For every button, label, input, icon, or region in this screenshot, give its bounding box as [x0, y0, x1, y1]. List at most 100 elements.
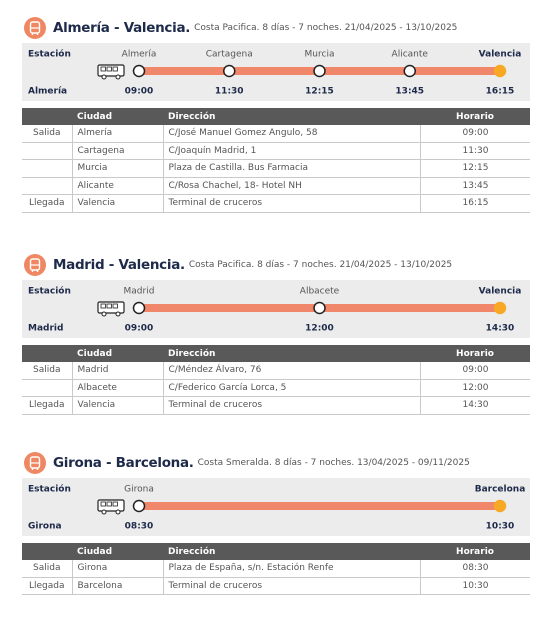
- origin-label: Madrid: [28, 324, 63, 334]
- bus-window: [106, 501, 112, 507]
- time: 09:00: [419, 125, 530, 143]
- bus-wheel: [101, 74, 107, 80]
- city: Murcia: [71, 159, 163, 178]
- stop-time: 10:30: [486, 522, 515, 532]
- address: C/Federico García Lorca, 5: [162, 379, 420, 397]
- stop-time: 13:45: [395, 87, 424, 97]
- route-section: Madrid - Valencia. Costa Pacifica. 8 días…: [22, 252, 530, 415]
- bus-wheel: [115, 509, 121, 515]
- stop-dot: [493, 301, 507, 315]
- table-row: Cartagena C/Joaquín Madrid, 1 11:30: [22, 142, 530, 160]
- table-row: Alicante C/Rosa Chachel, 18- Hotel NH 13:4…: [22, 177, 530, 195]
- route-header: Madrid - Valencia. Costa Pacifica. 8 días…: [22, 252, 530, 278]
- header-cell: Dirección: [163, 543, 420, 560]
- header-cell: Horario: [420, 345, 530, 362]
- city: Cartagena: [71, 142, 163, 160]
- table-row: Llegada Valencia Terminal de cruceros 14:30: [22, 396, 530, 415]
- station-label: Estación: [28, 286, 71, 297]
- bus-window: [106, 66, 112, 72]
- row-type: Salida: [22, 560, 72, 578]
- bus-icon: [97, 499, 125, 515]
- table-header: Ciudad Dirección Horario: [22, 345, 530, 362]
- address: Terminal de cruceros: [162, 396, 420, 415]
- timeline: Estación Almería Almería 09:00 Cartagena 11:3…: [22, 43, 530, 101]
- city: Valencia: [71, 396, 163, 415]
- schedule-table: Ciudad Dirección Horario Salida Girona Plaza …: [22, 543, 530, 595]
- timeline: Estación Girona Girona 08:30 Barcelona 10:30: [22, 478, 530, 536]
- header-cell: [22, 543, 72, 560]
- station-label: Estación: [28, 49, 71, 60]
- header-cell: Dirección: [163, 108, 420, 125]
- bus-wheel: [101, 311, 107, 317]
- city: Valencia: [71, 194, 163, 213]
- row-type: [22, 379, 72, 397]
- address: Plaza de Castilla. Bus Farmacia: [162, 159, 420, 178]
- stop-time: 09:00: [125, 87, 154, 97]
- header-cell: Horario: [420, 543, 530, 560]
- stop-time: 12:15: [305, 87, 334, 97]
- stop-dot: [493, 64, 507, 78]
- city: Madrid: [71, 362, 163, 380]
- stop-time: 12:00: [305, 324, 334, 334]
- time: 11:30: [419, 142, 530, 160]
- stop-time: 08:30: [125, 522, 154, 532]
- stop-name: Girona: [124, 485, 154, 495]
- stop-dot: [493, 499, 507, 513]
- row-type: [22, 177, 72, 195]
- stop-name: Murcia: [305, 50, 335, 60]
- time: 12:00: [419, 379, 530, 397]
- row-type: [22, 142, 72, 160]
- origin-label: Almería: [28, 87, 67, 97]
- bus-wheel: [115, 74, 121, 80]
- bus-window: [106, 303, 112, 309]
- station-label: Estación: [28, 484, 71, 495]
- address: C/Rosa Chachel, 18- Hotel NH: [162, 177, 420, 195]
- row-type: [22, 159, 72, 178]
- city: Almería: [71, 125, 163, 143]
- stop-name: Cartagena: [206, 50, 253, 60]
- city: Albacete: [71, 379, 163, 397]
- address: Plaza de España, s/n. Estación Renfe: [162, 560, 420, 578]
- bus-window: [112, 66, 118, 72]
- bus-window: [100, 303, 106, 309]
- time: 12:15: [419, 159, 530, 178]
- route-subtitle: Costa Pacifica. 8 días - 7 noches. 21/04…: [194, 23, 458, 33]
- stop-name: Valencia: [479, 287, 522, 297]
- table-row: Murcia Plaza de Castilla. Bus Farmacia 12:…: [22, 159, 530, 178]
- bus-wheel: [101, 509, 107, 515]
- bus-icon: [97, 64, 125, 80]
- bus-wheel: [115, 311, 121, 317]
- header-cell: Dirección: [163, 345, 420, 362]
- table-header: Ciudad Dirección Horario: [22, 543, 530, 560]
- route-icon: [24, 254, 46, 276]
- stop-name: Barcelona: [475, 485, 526, 495]
- header-cell: Ciudad: [72, 108, 163, 125]
- stop-dot: [223, 64, 236, 78]
- stop-dot: [132, 64, 146, 78]
- time: 13:45: [419, 177, 530, 195]
- address: Terminal de cruceros: [162, 194, 420, 213]
- stop-name: Madrid: [124, 287, 155, 297]
- time: 08:30: [419, 560, 530, 578]
- route-subtitle: Costa Pacifica. 8 días - 7 noches. 21/04…: [188, 260, 453, 270]
- header-cell: [22, 345, 72, 362]
- stop-time: 11:30: [215, 87, 244, 97]
- stop-name: Alicante: [392, 50, 429, 60]
- row-type: Salida: [22, 125, 72, 143]
- city: Girona: [71, 560, 163, 578]
- route-subtitle: Costa Smeralda. 8 días - 7 noches. 13/04…: [197, 458, 470, 468]
- route-icon: [24, 452, 46, 474]
- stop-time: 09:00: [125, 324, 154, 334]
- route-section: Almería - Valencia. Costa Pacifica. 8 día…: [22, 15, 530, 213]
- row-type: Salida: [22, 362, 72, 380]
- bus-window: [100, 66, 106, 72]
- bus-window: [112, 501, 118, 507]
- stop-dot: [132, 499, 146, 513]
- stop-name: Valencia: [479, 50, 522, 60]
- time: 14:30: [419, 396, 530, 415]
- row-type: Llegada: [22, 577, 72, 595]
- table-row: Llegada Barcelona Terminal de cruceros 10:3…: [22, 577, 530, 595]
- city: Alicante: [71, 177, 163, 195]
- table-row: Albacete C/Federico García Lorca, 5 12:00: [22, 379, 530, 397]
